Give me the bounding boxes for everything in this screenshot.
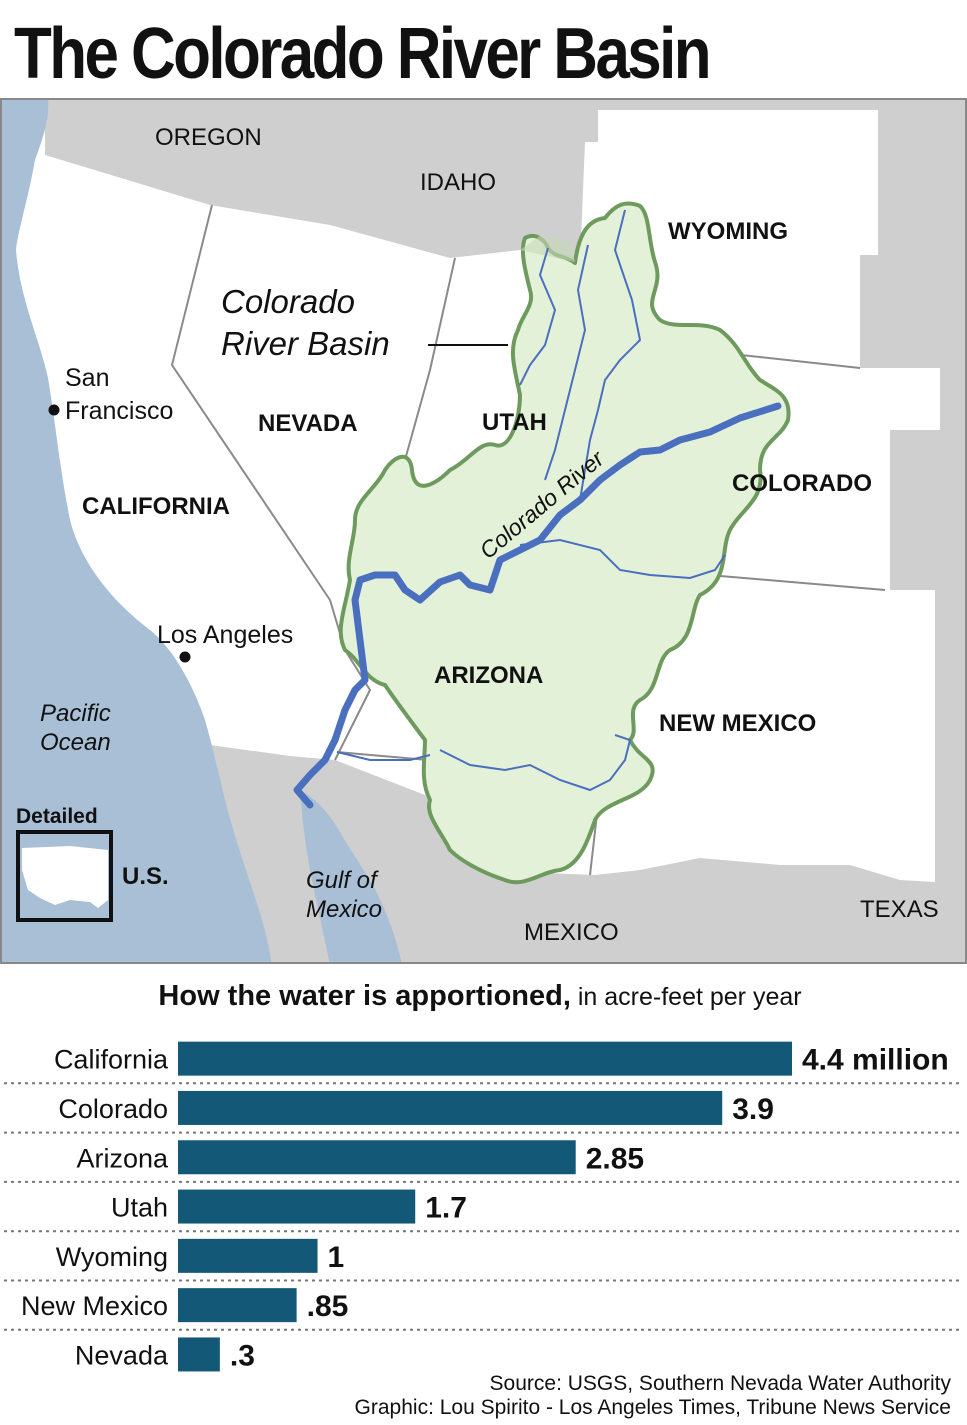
bar-arizona (178, 1140, 576, 1175)
label-san-francisco-2: Francisco (65, 397, 173, 425)
chart-heading-main: How the water is apportioned, (158, 980, 571, 1012)
san-francisco-dot (48, 404, 60, 416)
label-san-francisco-1: San (65, 364, 109, 392)
bar-value-nevada: .3 (230, 1339, 255, 1372)
label-arizona: ARIZONA (434, 662, 543, 689)
bar-value-california: 4.4 million (802, 1044, 949, 1077)
label-inset-detailed: Detailed (16, 805, 98, 828)
los-angeles-dot (179, 651, 191, 663)
label-utah: UTAH (482, 409, 547, 436)
page-title: The Colorado River Basin (14, 14, 712, 94)
label-colorado: COLORADO (732, 470, 872, 497)
label-inset-us: U.S. (122, 863, 169, 890)
chart-heading: How the water is apportioned, in acre-fe… (0, 980, 960, 1013)
label-basin-1: Colorado (221, 283, 355, 320)
label-mexico: MEXICO (524, 919, 619, 946)
detailed-us-inset (16, 830, 113, 922)
bar-label-wyoming: Wyoming (56, 1242, 168, 1272)
bar-label-new-mexico: New Mexico (21, 1291, 168, 1321)
gulf-water (300, 790, 402, 964)
map-frame (0, 98, 967, 964)
bar-colorado (178, 1090, 723, 1125)
label-los-angeles: Los Angeles (157, 621, 293, 649)
bar-value-colorado: 3.9 (732, 1093, 774, 1126)
inset-us-shape (22, 846, 108, 908)
source-line: Source: USGS, Southern Nevada Water Auth… (489, 1372, 951, 1395)
label-wyoming: WYOMING (668, 218, 788, 245)
basin-map: OREGON IDAHO WYOMING NEVADA UTAH COLORAD… (0, 98, 967, 964)
chart-heading-sub: in acre-feet per year (570, 983, 802, 1011)
credit-line: Graphic: Lou Spirito - Los Angeles Times… (354, 1396, 951, 1419)
bar-value-wyoming: 1 (328, 1241, 345, 1274)
inset-frame (16, 830, 113, 922)
label-pacific-2: Ocean (40, 729, 111, 756)
bar-value-arizona: 2.85 (586, 1142, 644, 1175)
credits: Source: USGS, Southern Nevada Water Auth… (355, 1372, 951, 1420)
bar-label-arizona: Arizona (76, 1143, 169, 1173)
colorado-river-basin (338, 201, 791, 885)
bar-utah (178, 1189, 416, 1224)
tributaries (336, 209, 726, 792)
bar-new-mexico (178, 1288, 297, 1323)
label-idaho: IDAHO (420, 169, 496, 196)
bar-label-california: California (54, 1045, 169, 1075)
pacific-ocean (0, 98, 272, 964)
bar-label-utah: Utah (111, 1193, 168, 1223)
label-basin-2: River Basin (221, 325, 390, 362)
label-oregon: OREGON (155, 124, 262, 151)
bar-wyoming (178, 1238, 318, 1273)
mexico-land (210, 745, 935, 964)
bar-label-nevada: Nevada (75, 1340, 169, 1370)
label-gulf-2: Mexico (306, 896, 382, 923)
bar-label-colorado: Colorado (58, 1094, 168, 1124)
bar-value-new-mexico: .85 (307, 1290, 349, 1323)
label-pacific-1: Pacific (40, 700, 111, 727)
bar-california (178, 1041, 792, 1076)
label-texas: TEXAS (860, 896, 939, 923)
label-new-mexico: NEW MEXICO (659, 710, 816, 737)
colorado-river (293, 402, 782, 809)
bar-value-utah: 1.7 (425, 1192, 467, 1225)
label-gulf-1: Gulf of (306, 867, 379, 894)
bar-nevada (178, 1337, 220, 1372)
apportionment-bar-chart: California 4.4 million Colorado 3.9 Arizona 2… (4, 1041, 963, 1372)
label-nevada: NEVADA (258, 410, 358, 437)
label-california: CALIFORNIA (82, 493, 230, 520)
